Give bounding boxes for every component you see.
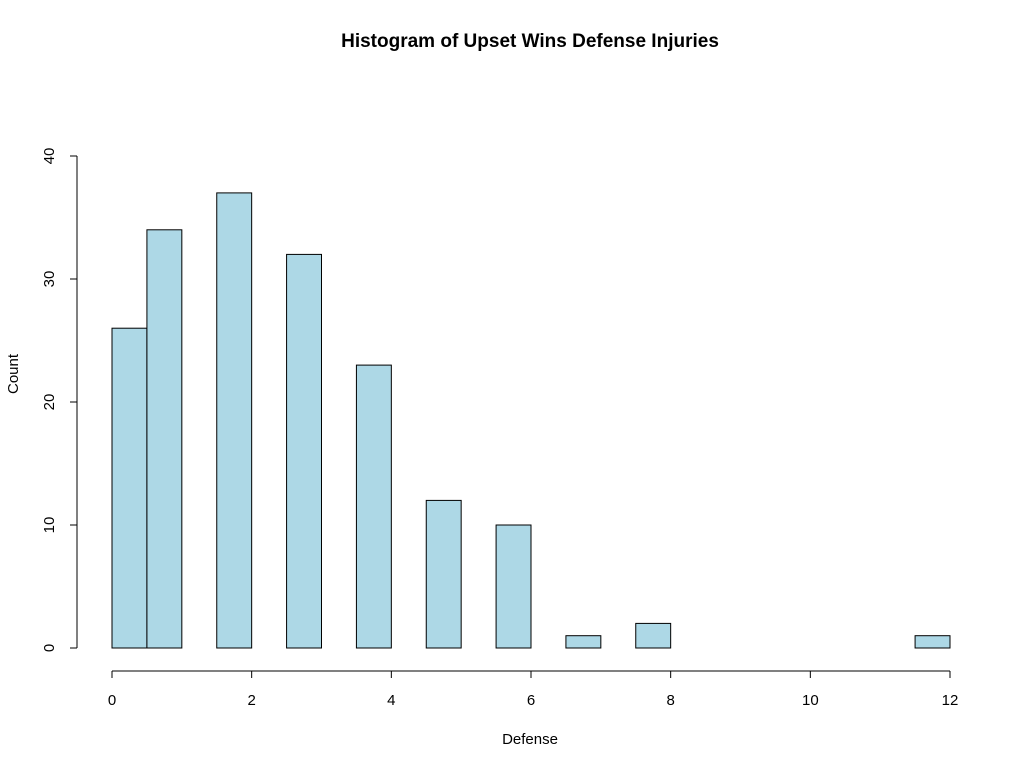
x-axis-label: Defense [502,731,558,748]
x-tick-label: 2 [247,692,255,709]
histogram-bar [635,622,672,649]
histogram-bar [355,364,392,649]
y-axis-label: Count [5,353,22,394]
histogram-bar [565,635,602,649]
histogram-bar [914,635,951,649]
histogram-bar [216,192,253,649]
x-tick-label: 12 [942,692,959,709]
x-axis: 0 2 4 6 8 10 12 [108,670,959,709]
y-tick-label: 40 [41,148,58,165]
x-tick-label: 0 [108,692,116,709]
bars-group [111,192,951,649]
x-tick-label: 4 [387,692,395,709]
chart-title: Histogram of Upset Wins Defense Injuries [341,31,719,52]
histogram-bar [495,524,532,649]
x-tick-label: 10 [802,692,819,709]
x-tick-label: 8 [666,692,674,709]
y-tick-label: 30 [41,271,58,288]
y-axis: 0 10 20 30 40 [41,148,78,652]
y-tick-label: 0 [41,644,58,652]
y-tick-label: 10 [41,517,58,534]
histogram-bar [286,253,323,649]
y-tick-label: 20 [41,394,58,411]
x-tick-label: 6 [527,692,535,709]
histogram-bar [425,499,462,649]
histogram-bar [146,229,183,649]
histogram-bar [111,327,148,649]
